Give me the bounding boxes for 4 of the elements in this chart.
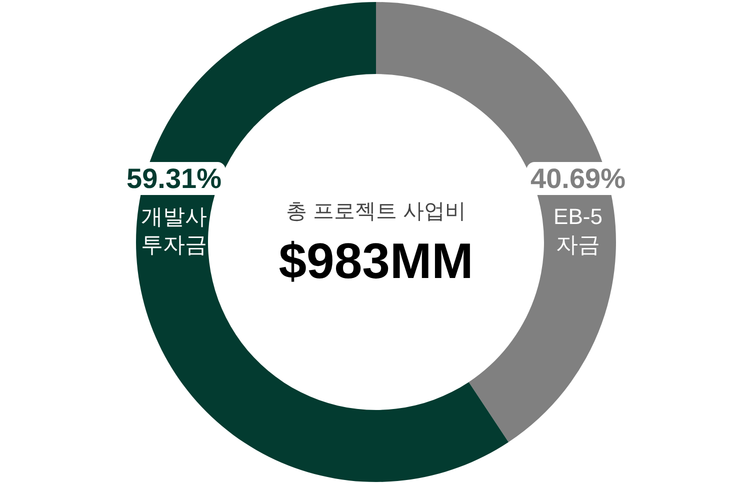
- text: 총 프로젝트 사업비: [286, 200, 466, 223]
- text: $983MM: [278, 233, 474, 289]
- slice-label: EB-5 자금: [554, 204, 602, 257]
- slice-label: 개발사 투자금: [141, 204, 207, 257]
